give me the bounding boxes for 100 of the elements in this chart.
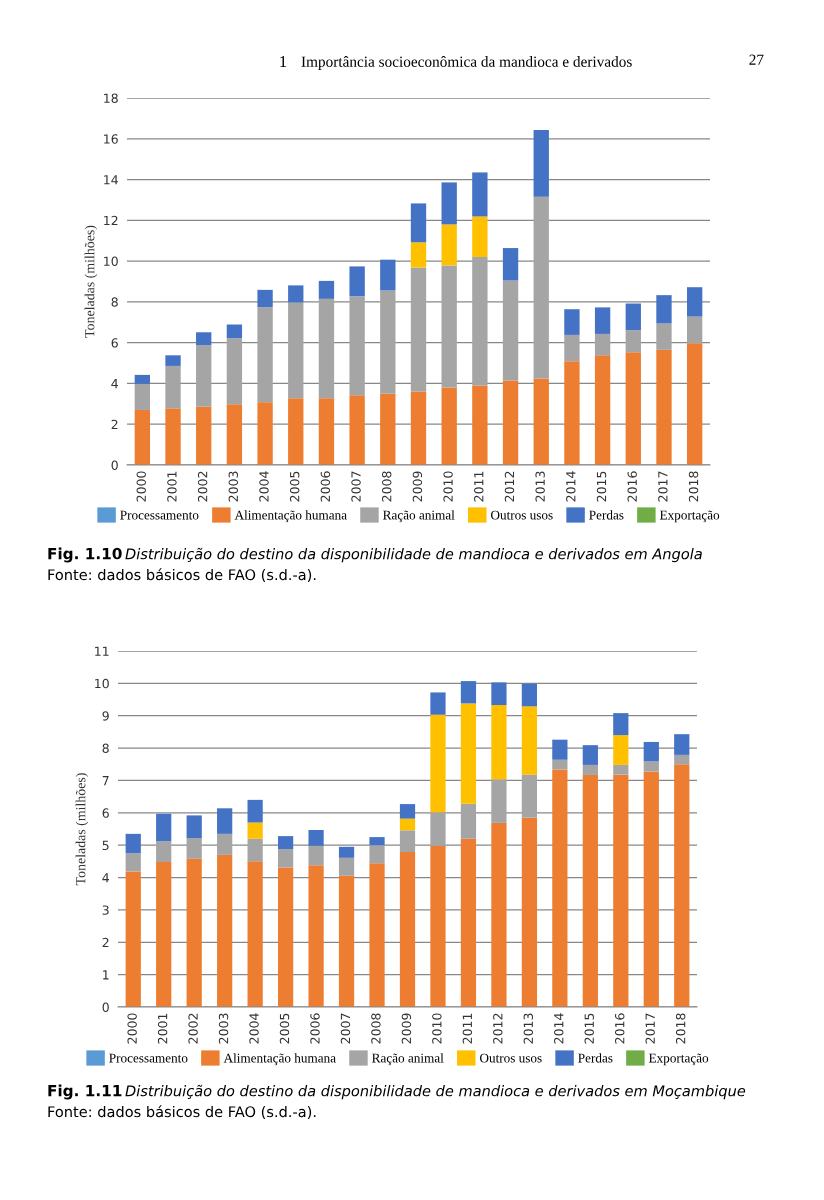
caption: Fig. 1.10 xyxy=(48,547,122,563)
bar xyxy=(380,290,396,394)
bar xyxy=(399,851,416,1007)
legend-label: Alimentação humana xyxy=(223,1053,336,1066)
legend-label: Ração animal xyxy=(383,510,455,523)
bar xyxy=(196,406,212,465)
legend-label: Perdas xyxy=(589,510,624,520)
bar xyxy=(318,398,335,465)
x-tick-label: 2008 xyxy=(381,471,392,502)
bar xyxy=(430,845,446,1007)
bar xyxy=(369,845,385,864)
bar xyxy=(247,838,263,862)
text: Importância socioeconômica da mandioca e derivados xyxy=(301,56,632,70)
bar xyxy=(369,837,385,846)
legend-label: Exportação xyxy=(648,1053,709,1066)
bar xyxy=(308,845,324,866)
bar xyxy=(582,774,598,1007)
bar xyxy=(441,265,457,388)
x-tick-label: 2000 xyxy=(127,1013,137,1044)
bar xyxy=(613,735,629,765)
y-tick-label: 1 xyxy=(103,970,109,980)
bar xyxy=(502,248,519,281)
caption: Fig. 1.11 xyxy=(48,1084,122,1100)
bar xyxy=(186,815,202,839)
bar xyxy=(156,862,172,1007)
x-tick-label: 2004 xyxy=(249,1013,259,1044)
y-axis-title: Toneladas (milhões) xyxy=(84,225,98,338)
bar xyxy=(277,867,294,1007)
bar xyxy=(552,739,568,760)
bar xyxy=(156,841,172,863)
bar xyxy=(257,289,273,308)
bar xyxy=(226,324,243,339)
x-tick-label: 2010 xyxy=(443,471,453,502)
bar xyxy=(338,857,355,876)
x-tick-label: 2000 xyxy=(136,471,146,502)
bar xyxy=(533,378,549,465)
x-tick-label: 2016 xyxy=(614,1013,625,1044)
bar xyxy=(686,316,703,344)
x-tick-label: 2015 xyxy=(596,471,607,502)
x-tick-label: 2002 xyxy=(188,1013,198,1044)
x-tick-label: 2006 xyxy=(310,1013,320,1044)
text: 1 xyxy=(280,56,287,68)
bar xyxy=(686,343,703,465)
x-tick-label: 2002 xyxy=(197,471,208,502)
bar xyxy=(186,838,202,859)
x-tick-label: 2006 xyxy=(320,471,331,502)
x-tick-label: 2010 xyxy=(432,1013,442,1044)
x-tick-label: 2009 xyxy=(401,1013,412,1044)
x-tick-label: 2011 xyxy=(462,1013,473,1044)
x-tick-label: 2014 xyxy=(554,1013,564,1044)
bar xyxy=(410,203,427,243)
x-tick-label: 2004 xyxy=(259,471,269,502)
x-tick-label: 2017 xyxy=(658,471,668,502)
y-tick-label: 12 xyxy=(104,215,118,226)
bar xyxy=(338,875,355,1007)
bar xyxy=(441,182,457,225)
legend-label: Ração animal xyxy=(372,1053,444,1066)
bar xyxy=(165,408,181,465)
y-tick-label: 16 xyxy=(104,134,118,144)
bar xyxy=(564,334,580,362)
y-tick-label: 2 xyxy=(111,419,118,429)
bar xyxy=(338,846,355,858)
bar xyxy=(582,764,598,775)
bar xyxy=(472,257,488,386)
bar xyxy=(134,383,151,410)
x-tick-label: 2017 xyxy=(645,1013,655,1044)
bar xyxy=(656,323,672,350)
bar xyxy=(625,330,641,353)
bar xyxy=(380,393,396,465)
bar xyxy=(134,374,151,384)
y-tick-label: 0 xyxy=(102,1002,109,1012)
bar xyxy=(521,706,538,775)
bar xyxy=(430,812,446,846)
x-tick-label: 2001 xyxy=(167,471,177,502)
y-tick-label: 3 xyxy=(102,905,109,915)
bar xyxy=(533,196,549,379)
bar xyxy=(656,349,672,465)
bar xyxy=(380,259,396,291)
y-tick-label: 8 xyxy=(111,297,118,307)
bar xyxy=(491,822,507,1007)
legend-label: Outros usos xyxy=(491,510,553,520)
x-tick-label: 2007 xyxy=(351,471,361,502)
bar xyxy=(613,764,629,775)
bar xyxy=(277,836,294,850)
y-tick-label: 10 xyxy=(95,678,109,689)
bar xyxy=(277,849,294,868)
y-tick-label: 7 xyxy=(102,776,109,786)
legend-label: Perdas xyxy=(578,1053,613,1063)
bar xyxy=(247,822,263,839)
bar xyxy=(247,861,263,1007)
x-tick-label: 2013 xyxy=(535,471,545,502)
y-axis-title: Toneladas (milhões) xyxy=(75,773,89,886)
y-tick-label: 14 xyxy=(104,175,118,185)
bar xyxy=(288,285,304,303)
bar xyxy=(564,361,580,465)
bar xyxy=(257,307,273,403)
y-tick-label: 11 xyxy=(95,646,109,656)
y-tick-label: 8 xyxy=(102,743,109,754)
x-tick-label: 2008 xyxy=(371,1013,381,1044)
legend-label: Alimentação humana xyxy=(234,510,347,523)
